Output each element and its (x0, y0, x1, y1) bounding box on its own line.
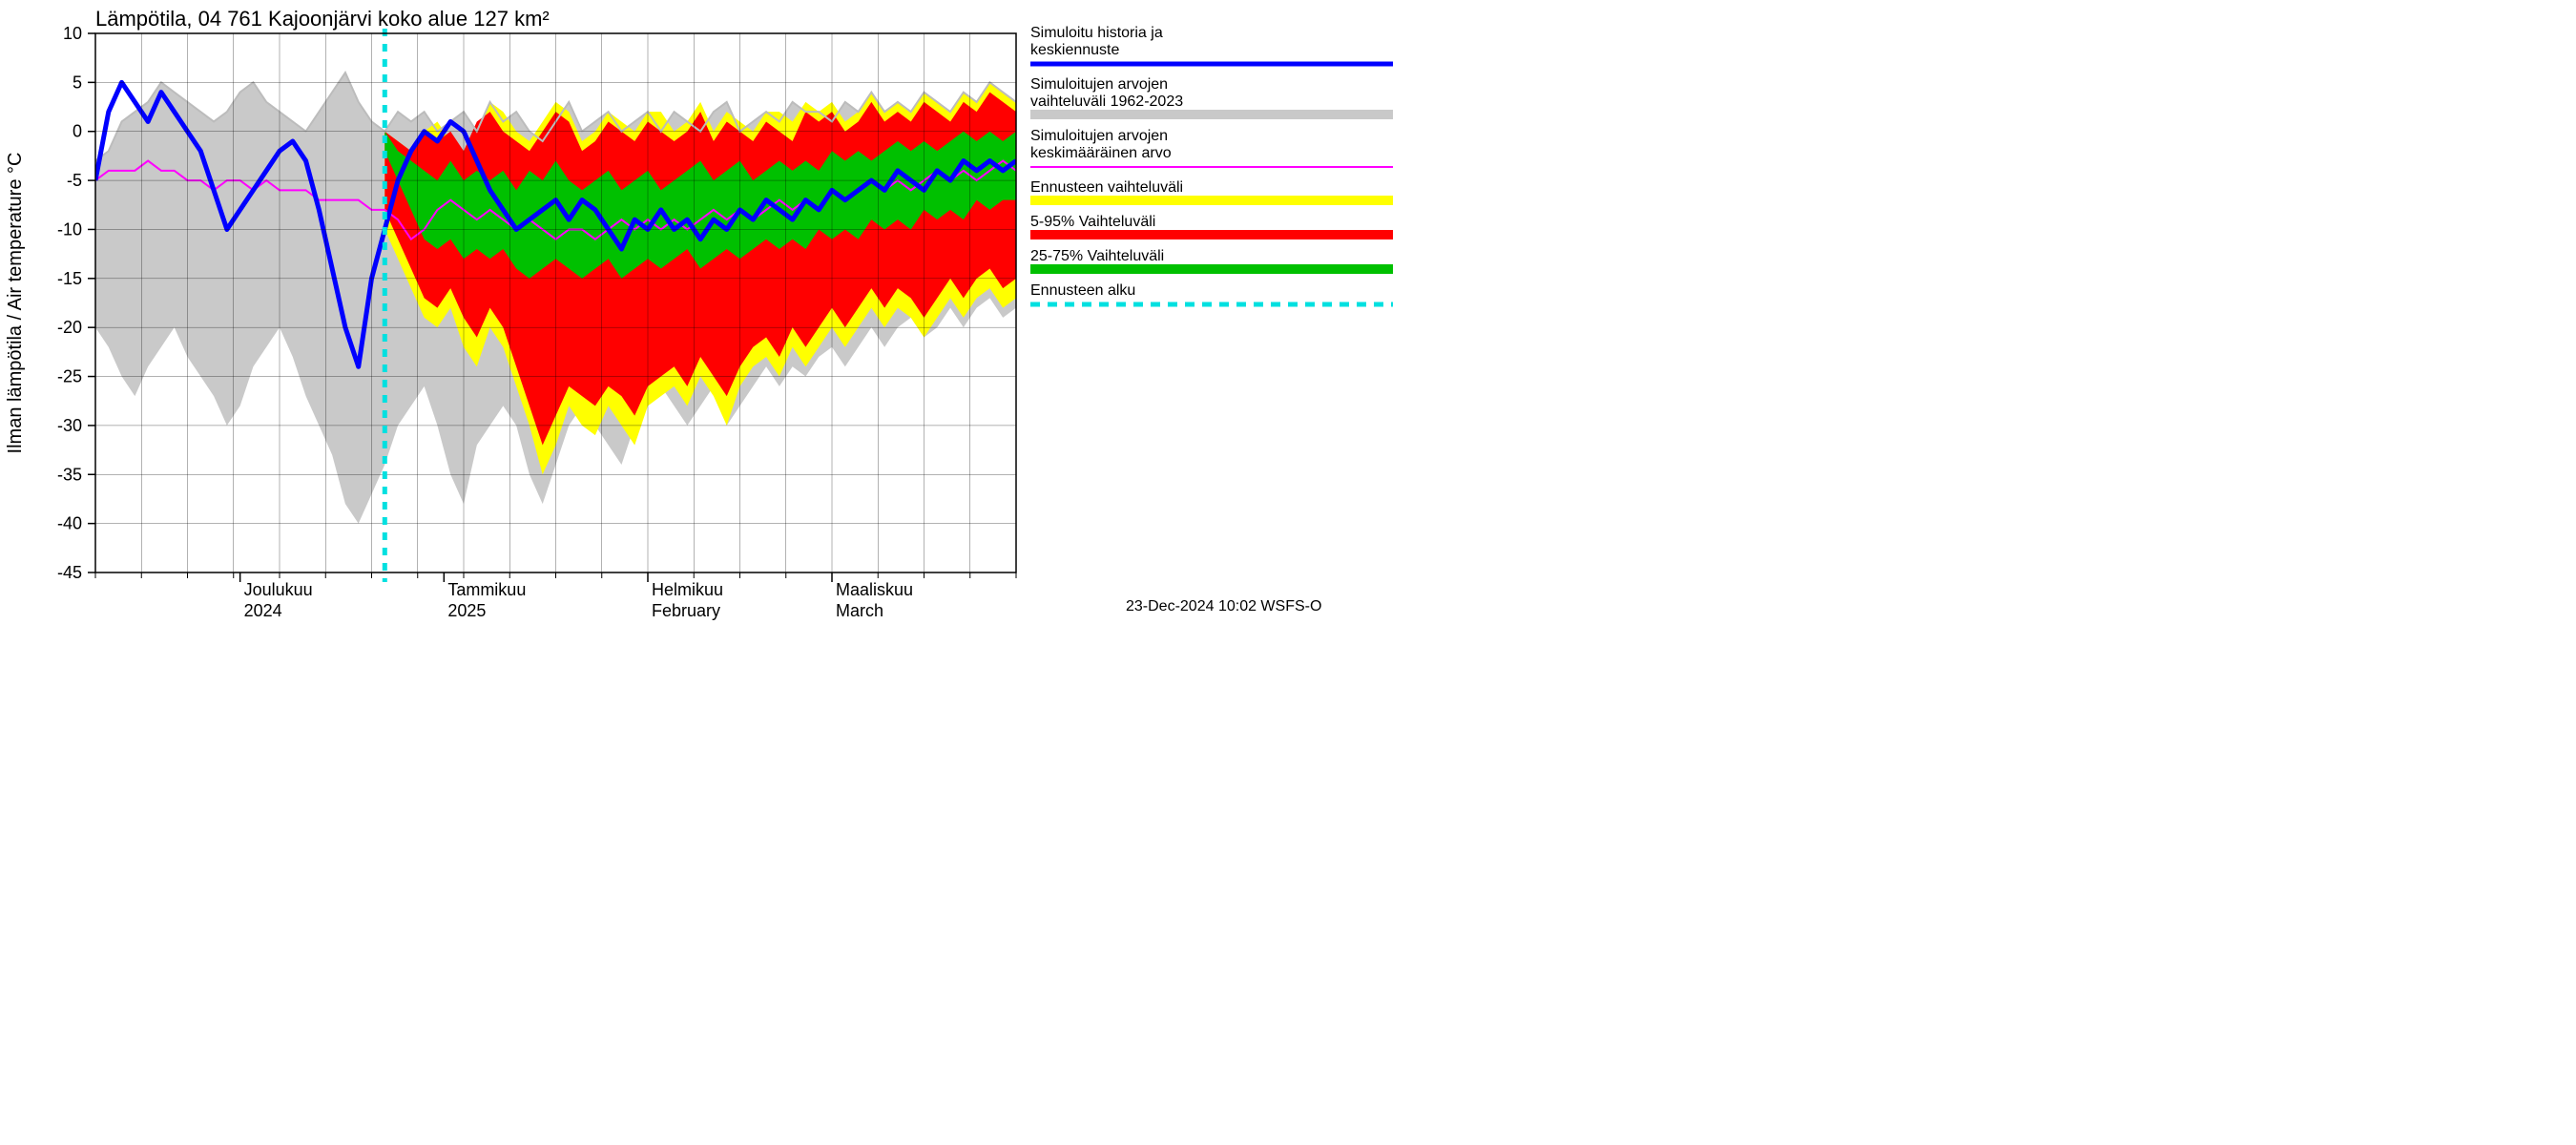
chart-container: { "title": "Lämpötila, 04 761 Kajoonjärv… (0, 0, 1431, 635)
y-tick-label: -10 (57, 219, 82, 239)
temperature-chart: 10 5 0 -5 -10 -15 -20 -25 -30 -35 -40 -45 Joulukuu 20… (0, 0, 1431, 635)
legend-label2: keskimääräinen arvo (1030, 145, 1172, 161)
y-tick-label: -40 (57, 514, 82, 533)
y-tick-label: -15 (57, 269, 82, 288)
legend-label: 25-75% Vaihteluväli (1030, 248, 1164, 264)
y-tick-label: 10 (63, 24, 82, 43)
grid (95, 33, 1016, 572)
y-tick-label: -45 (57, 563, 82, 582)
legend-label: 5-95% Vaihteluväli (1030, 214, 1155, 230)
legend-label: Simuloitujen arvojen (1030, 76, 1168, 93)
footer-timestamp: 23-Dec-2024 10:02 WSFS-O (1126, 598, 1321, 614)
legend-label: Simuloitu historia ja (1030, 25, 1163, 41)
legend-swatch (1030, 230, 1393, 239)
legend-label: Ennusteen alku (1030, 282, 1135, 299)
y-tick-label: -25 (57, 367, 82, 386)
chart-title: Lämpötila, 04 761 Kajoonjärvi koko alue … (95, 7, 550, 31)
y-axis-label: Ilman lämpötila / Air temperature °C (5, 153, 26, 454)
legend-swatch (1030, 196, 1393, 205)
legend-label2: vaihteluväli 1962-2023 (1030, 94, 1183, 110)
x-month-label: Helmikuu (652, 580, 723, 599)
legend-label: Ennusteen vaihteluväli (1030, 179, 1183, 196)
legend-swatch (1030, 264, 1393, 274)
legend-label2: keskiennuste (1030, 42, 1119, 58)
y-tick-label: 0 (73, 122, 82, 141)
x-month-label: Joulukuu (244, 580, 313, 599)
y-tick-label: -20 (57, 318, 82, 337)
x-month-label: Tammikuu (447, 580, 526, 599)
y-tick-label: -30 (57, 416, 82, 435)
legend-swatch (1030, 110, 1393, 119)
x-month-label2: 2025 (447, 601, 486, 620)
legend-label: Simuloitujen arvojen (1030, 128, 1168, 144)
y-tick-label: -5 (67, 171, 82, 190)
y-tick-label: -35 (57, 465, 82, 484)
x-month-label: Maaliskuu (836, 580, 913, 599)
y-tick-label: 5 (73, 73, 82, 92)
x-month-label2: March (836, 601, 883, 620)
x-month-label2: 2024 (244, 601, 282, 620)
x-month-label2: February (652, 601, 720, 620)
